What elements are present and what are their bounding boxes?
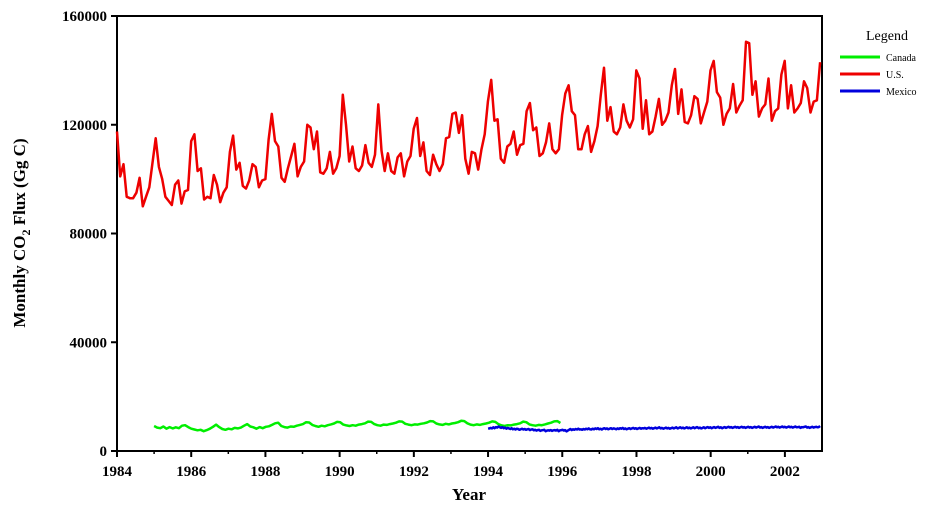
x-tick-label-1996: 1996: [547, 464, 578, 480]
y-axis-title: Monthly CO2 Flux (Gg C): [10, 138, 33, 327]
legend: Legend Canada U.S. Mexico: [840, 29, 917, 98]
series-line-mexico: [487, 425, 821, 433]
x-axis-title: Year: [452, 485, 486, 504]
x-tick-label-1992: 1992: [399, 464, 429, 480]
series-line-us: [115, 40, 822, 208]
x-tick-label-1998: 1998: [621, 464, 651, 480]
y-tick-label-160000: 160000: [62, 9, 107, 25]
series-layer: [115, 40, 822, 433]
y-tick-label-0: 0: [100, 444, 108, 460]
y-tick-label-120000: 120000: [62, 118, 107, 134]
x-tick-label-1990: 1990: [325, 464, 355, 480]
legend-label-canada: Canada: [886, 53, 917, 64]
y-tick-label-40000: 40000: [70, 335, 108, 351]
x-tick-label-1988: 1988: [250, 464, 280, 480]
x-tick-label-1986: 1986: [176, 464, 207, 480]
x-tick-label-1994: 1994: [473, 464, 504, 480]
series-line-canada: [153, 419, 562, 433]
y-axis-title-prefix: Monthly CO: [10, 236, 29, 328]
legend-label-us: U.S.: [886, 70, 904, 81]
y-axis-title-subscript: 2: [19, 230, 33, 236]
x-tick-label-2000: 2000: [696, 464, 726, 480]
legend-label-mexico: Mexico: [886, 87, 917, 98]
y-axis-title-suffix: Flux (Gg C): [10, 138, 29, 229]
x-tick-label-1984: 1984: [102, 464, 133, 480]
x-tick-label-2002: 2002: [770, 464, 800, 480]
axes: 1984 1986 1988 1990 1992 1994 1996 1998 2000 2002…: [62, 9, 800, 480]
legend-title: Legend: [866, 29, 908, 44]
y-tick-label-80000: 80000: [70, 227, 108, 243]
